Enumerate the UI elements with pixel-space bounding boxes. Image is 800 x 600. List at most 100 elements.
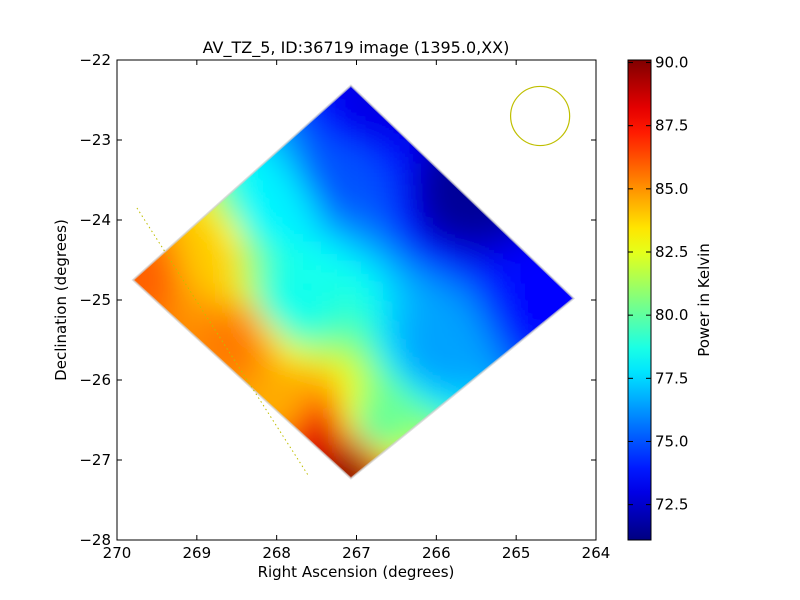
heatmap-cell <box>456 201 479 224</box>
heatmap-cell <box>98 181 120 203</box>
heatmap-cell <box>337 201 360 224</box>
heatmap-cell <box>377 361 400 384</box>
heatmap-cell <box>536 281 559 304</box>
heatmap-cell <box>197 241 220 264</box>
heatmap-cell <box>496 241 519 264</box>
heatmap-cell <box>98 161 120 183</box>
heatmap-cell <box>397 361 419 384</box>
y-tick-label: −23 <box>79 131 111 149</box>
heatmap-cell <box>197 301 220 324</box>
heatmap-cell <box>357 141 380 164</box>
y-tick-label: −27 <box>79 451 111 469</box>
heatmap-cell <box>237 361 260 384</box>
heatmap-cell <box>257 261 280 284</box>
x-tick-label: 264 <box>582 544 611 562</box>
heatmap-cell <box>297 401 320 424</box>
heatmap-cell <box>217 281 240 304</box>
heatmap-cell <box>456 361 479 384</box>
heatmap-cell <box>217 341 240 364</box>
heatmap-cell <box>357 441 380 464</box>
heatmap-cell <box>476 241 499 264</box>
heatmap-cell <box>237 201 260 224</box>
beam-circle <box>509 85 571 147</box>
heatmap-cell <box>337 241 360 264</box>
x-axis-label: Right Ascension (degrees) <box>258 563 455 581</box>
heatmap-cell <box>436 261 459 284</box>
heatmap-cell <box>297 381 320 404</box>
colorbar-tick-label: 72.5 <box>655 496 688 514</box>
heatmap-cell <box>456 341 479 364</box>
heatmap-cell <box>337 121 360 144</box>
heatmap-cell <box>257 341 280 364</box>
heatmap-cell <box>317 241 340 264</box>
heatmap-cell <box>397 281 419 304</box>
heatmap-cell <box>237 281 260 304</box>
heatmap-cell <box>337 421 360 444</box>
heatmap-cell <box>277 301 300 324</box>
heatmap-cell <box>337 361 360 384</box>
y-tick-label: −22 <box>79 51 111 69</box>
heatmap-cell <box>257 221 280 244</box>
x-tick-label: 266 <box>422 544 451 562</box>
heatmap-cell <box>377 241 400 264</box>
heatmap-cell <box>277 341 300 364</box>
heatmap-cell <box>456 241 479 264</box>
heatmap-cell <box>297 201 320 224</box>
x-axis: 270 269 268 267 266 265 264 <box>103 60 611 562</box>
heatmap-cell <box>337 341 360 364</box>
heatmap-cell <box>237 241 260 264</box>
heatmap-cell <box>197 321 220 344</box>
heatmap-cell <box>416 321 439 344</box>
heatmap-cell <box>98 321 120 343</box>
colorbar-tick-label: 80.0 <box>655 306 688 324</box>
heatmap-cell <box>98 241 120 263</box>
heatmap-cell <box>317 121 340 144</box>
heatmap-cell <box>317 281 340 304</box>
heatmap-cell <box>317 361 340 384</box>
heatmap-cell <box>357 121 380 144</box>
heatmap-cell <box>416 261 439 284</box>
heatmap-cell <box>297 181 320 204</box>
heatmap-cell <box>456 281 479 304</box>
heatmap-cell <box>317 401 340 424</box>
heatmap-cell <box>377 161 400 184</box>
heatmap-cell <box>416 381 439 404</box>
heatmap-cell <box>277 321 300 344</box>
heatmap-cell <box>397 141 419 164</box>
heatmap-cell <box>436 181 459 204</box>
heatmap-cell <box>416 161 439 184</box>
heatmap-cell <box>297 341 320 364</box>
heatmap-cell <box>377 381 400 404</box>
heatmap-cell <box>377 281 400 304</box>
heatmap-cell <box>257 181 280 204</box>
heatmap-cell <box>297 241 320 264</box>
heatmap-cell <box>357 361 380 384</box>
heatmap-cell <box>337 101 360 124</box>
heatmap-cell <box>337 281 360 304</box>
heatmap-cell <box>217 241 240 264</box>
heatmap-cell <box>476 301 499 324</box>
heatmap-cell <box>436 241 459 264</box>
heatmap-cell <box>297 221 320 244</box>
heatmap-cell <box>357 401 380 424</box>
heatmap-cell <box>337 441 360 464</box>
heatmap-cell <box>337 261 360 284</box>
heatmap-cell <box>317 181 340 204</box>
heatmap-cell <box>436 201 459 224</box>
heatmap-cell <box>337 381 360 404</box>
heatmap-edge <box>131 84 576 480</box>
heatmap-cell <box>436 321 459 344</box>
heatmap-cell <box>237 321 260 344</box>
heatmap-cell <box>337 401 360 424</box>
y-tick-label: −25 <box>79 291 111 309</box>
heatmap-cell <box>397 181 419 204</box>
heatmap-cell <box>496 261 519 284</box>
heatmap-cell <box>377 301 400 324</box>
colorbar-label: Power in Kelvin <box>695 243 713 357</box>
heatmap-cell <box>277 221 300 244</box>
heatmap-cell <box>456 321 479 344</box>
heatmap-cell <box>397 261 419 284</box>
heatmap-cell <box>337 321 360 344</box>
heatmap-cell <box>377 401 400 424</box>
heatmap-cell <box>277 281 300 304</box>
